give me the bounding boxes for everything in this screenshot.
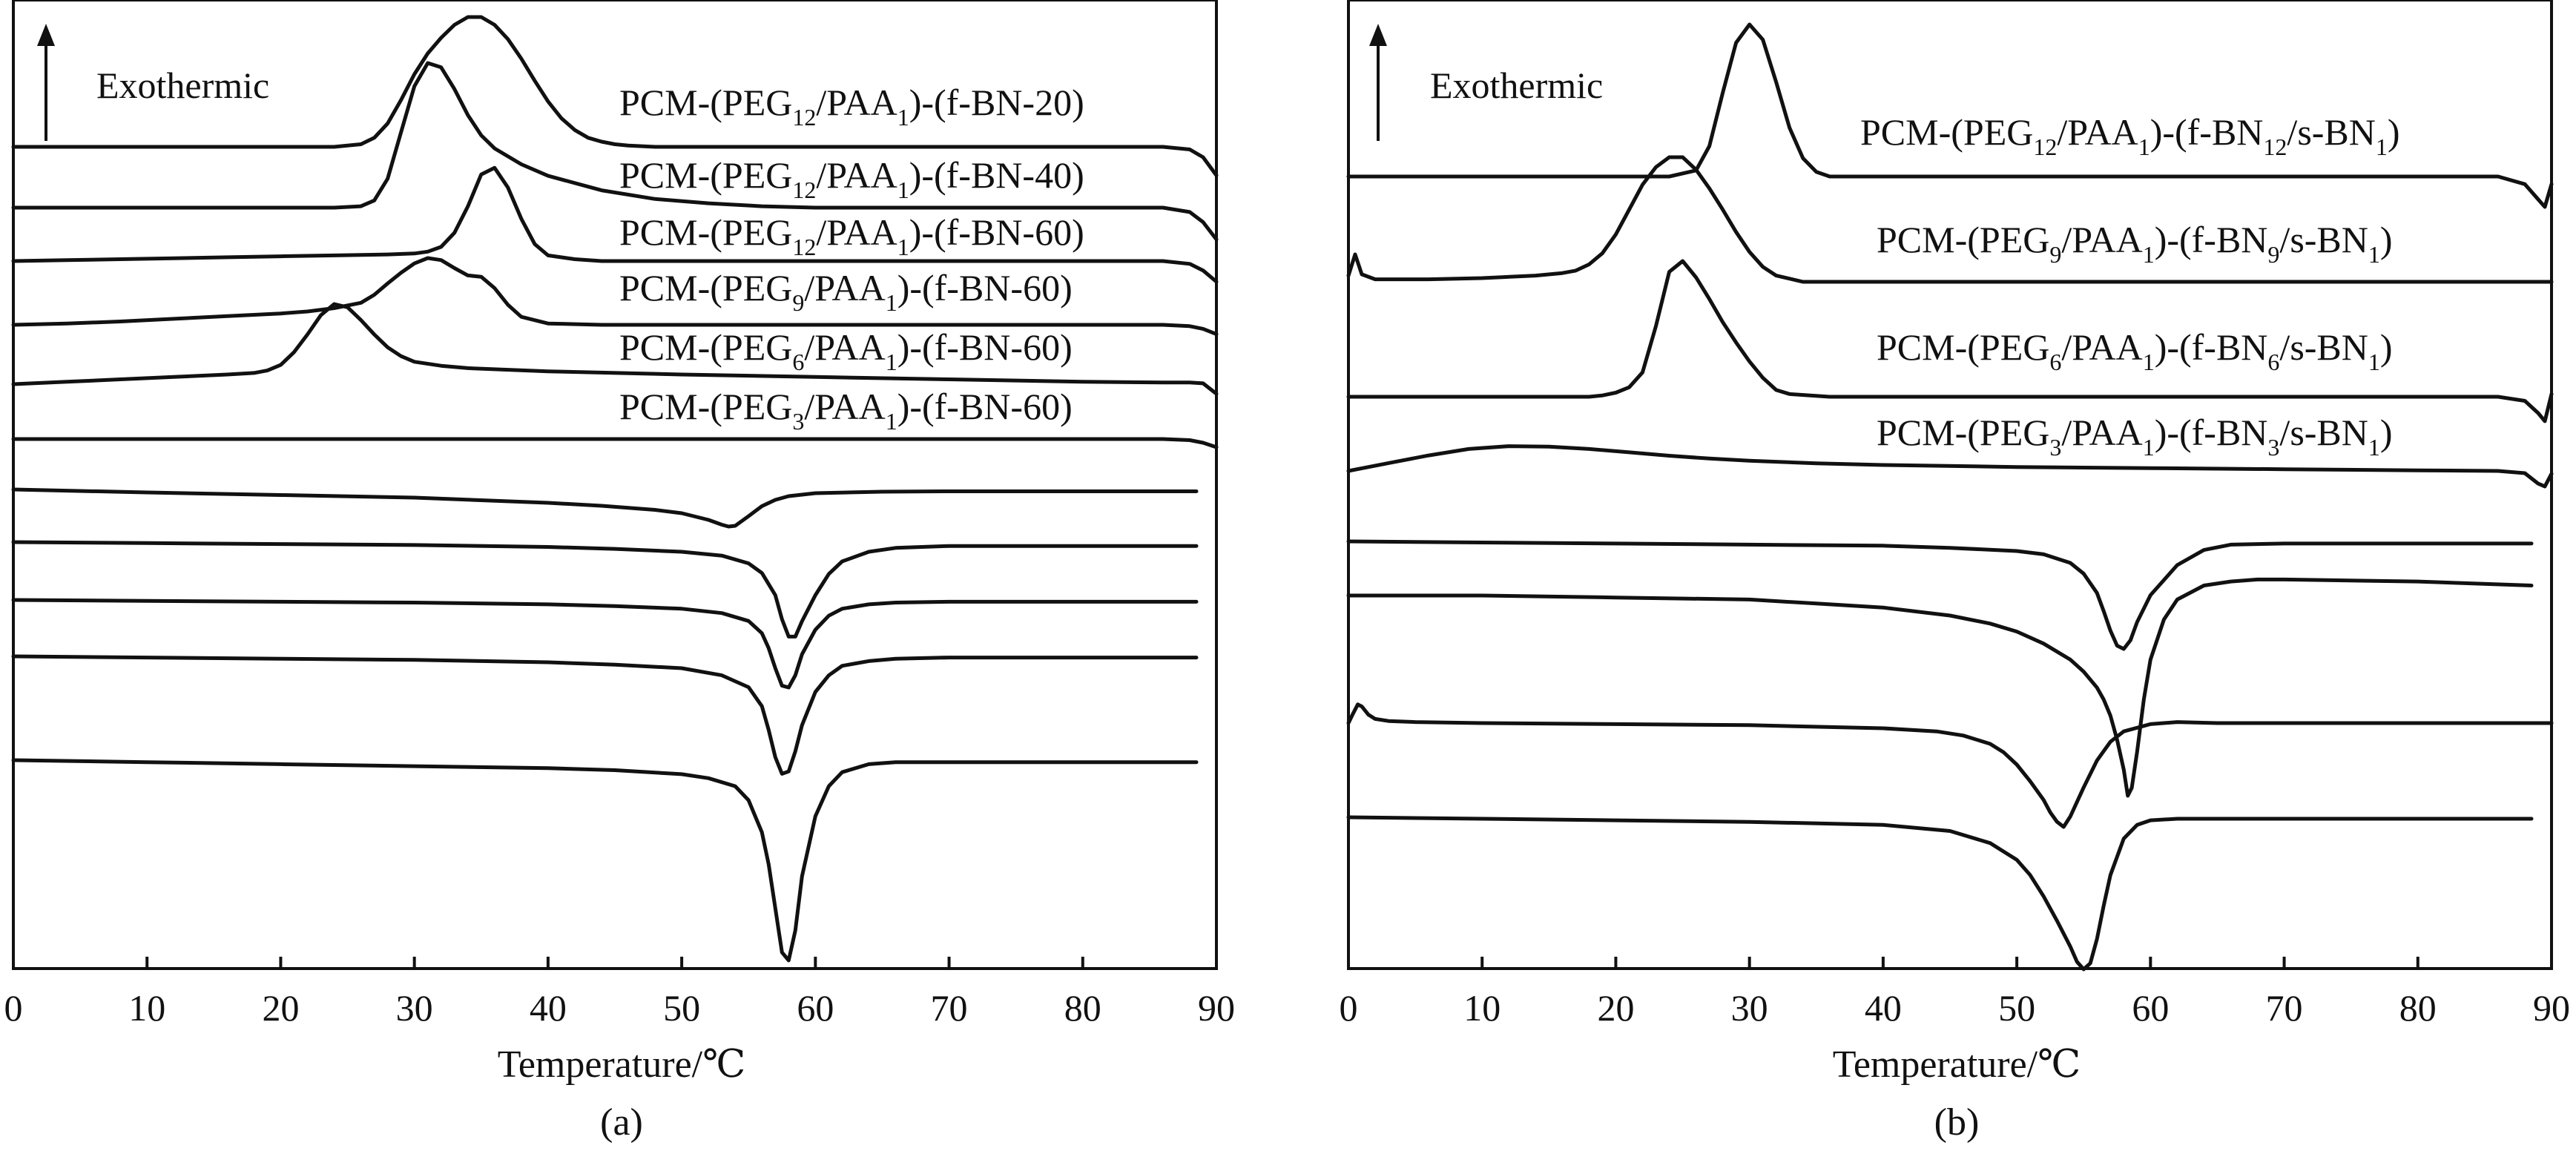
panel-a-x-ticks: 0 10 20 30 40 50 60 70 80 90 xyxy=(4,957,1235,1029)
panel-a-curve-label: PCM-(PEG12/PAA1)-(f-BN-60) xyxy=(619,211,1084,260)
panel-a-x-axis-title: Temperature/℃ xyxy=(498,1043,746,1086)
panel-b-cooling-curve xyxy=(1346,444,2554,489)
panel-a-x-tick-label: 10 xyxy=(128,987,165,1029)
panel-b-panel-label: (b) xyxy=(1934,1101,1980,1144)
panel-a-heating-curve xyxy=(11,540,1199,639)
panel-a-x-tick-label: 30 xyxy=(396,987,433,1029)
panel-a-heating-curve xyxy=(11,654,1199,776)
panel-b-plot-frame xyxy=(1347,0,2553,970)
panel-b-x-tick-label: 30 xyxy=(1731,987,1768,1029)
panel-b-x-tick-label: 60 xyxy=(2132,987,2169,1029)
panel-a-curve-label: PCM-(PEG9/PAA1)-(f-BN-60) xyxy=(619,267,1073,316)
panel-b-exothermic-arrow-head-icon xyxy=(1369,24,1387,46)
panel-b-curve-label: PCM-(PEG3/PAA1)-(f-BN3/s-BN1) xyxy=(1877,412,2393,461)
panel-b-x-tick-label: 70 xyxy=(2266,987,2303,1029)
panel-b-curve-label: PCM-(PEG6/PAA1)-(f-BN6/s-BN1) xyxy=(1877,326,2393,375)
panel-b-x-tick-label: 50 xyxy=(1998,987,2035,1029)
panel-a-cooling-curve xyxy=(11,437,1219,449)
panel-b-heating-curve xyxy=(1346,577,2534,798)
panel-a-curve-label: PCM-(PEG12/PAA1)-(f-BN-40) xyxy=(619,154,1084,203)
panel-a-heating-curve xyxy=(11,598,1199,690)
panel-b-heating-curve xyxy=(1346,539,2534,651)
panel-b-cooling-curve xyxy=(1346,22,2554,209)
panel-a-cooling-curve xyxy=(11,61,1219,242)
panel-a-dsc-chart: 0 10 20 30 40 50 60 70 80 90 Exothermic PCM-(PEG1… xyxy=(4,0,1235,1144)
panel-a-x-tick-label: 80 xyxy=(1064,987,1101,1029)
panel-b-x-tick-label: 10 xyxy=(1463,987,1501,1029)
panel-a-x-tick-label: 20 xyxy=(262,987,299,1029)
panel-b-x-axis-title: Temperature/℃ xyxy=(1833,1043,2081,1086)
panel-a-exothermic-label: Exothermic xyxy=(96,65,269,106)
panel-a-cooling-curve xyxy=(11,15,1219,177)
panel-b-exothermic-label: Exothermic xyxy=(1430,65,1603,106)
panel-a-heating-curve xyxy=(11,487,1199,529)
panel-a-panel-label: (a) xyxy=(600,1101,643,1144)
panel-b-cooling-curve xyxy=(1346,259,2554,423)
panel-b-x-tick-label: 20 xyxy=(1597,987,1634,1029)
panel-b-x-tick-label: 90 xyxy=(2533,987,2570,1029)
panel-a-x-tick-label: 40 xyxy=(530,987,567,1029)
panel-b-x-tick-label: 80 xyxy=(2399,987,2437,1029)
panel-b-heating-curve xyxy=(1346,702,2554,829)
panel-a-x-tick-label: 90 xyxy=(1198,987,1235,1029)
panel-b-heating-curve xyxy=(1346,815,2534,972)
panel-b-cooling-curve xyxy=(1346,155,2554,284)
panel-b-dsc-chart: 0 10 20 30 40 50 60 70 80 90 Exothermic PCM-(PEG1… xyxy=(1340,0,2570,1144)
panel-a-cooling-curve xyxy=(11,165,1219,284)
panel-a-x-tick-label: 70 xyxy=(931,987,968,1029)
panel-a-curves xyxy=(11,15,1219,963)
panel-a-curve-label: PCM-(PEG6/PAA1)-(f-BN-60) xyxy=(619,326,1073,375)
panel-a-x-tick-label: 50 xyxy=(663,987,700,1029)
panel-a-curve-label: PCM-(PEG3/PAA1)-(f-BN-60) xyxy=(619,386,1073,435)
panel-a-plot-frame xyxy=(12,0,1218,970)
panel-b-x-ticks: 0 10 20 30 40 50 60 70 80 90 xyxy=(1340,957,2570,1029)
panel-b-x-tick-label: 0 xyxy=(1340,987,1358,1029)
panel-b-curve-label: PCM-(PEG12/PAA1)-(f-BN12/s-BN1) xyxy=(1860,111,2400,160)
panel-a-heating-curve xyxy=(11,758,1199,963)
panel-a-curve-label: PCM-(PEG12/PAA1)-(f-BN-20) xyxy=(619,82,1084,131)
panel-b-curve-label: PCM-(PEG9/PAA1)-(f-BN9/s-BN1) xyxy=(1877,219,2393,268)
panel-b-x-tick-label: 40 xyxy=(1865,987,1902,1029)
panel-a-exothermic-arrow-head-icon xyxy=(37,24,55,46)
panel-b-curves xyxy=(1346,22,2554,972)
panel-a-x-tick-label: 60 xyxy=(797,987,834,1029)
panel-a-cooling-curve xyxy=(11,256,1219,337)
panel-a-x-tick-label: 0 xyxy=(4,987,23,1029)
panel-a-cooling-curve xyxy=(11,302,1219,396)
